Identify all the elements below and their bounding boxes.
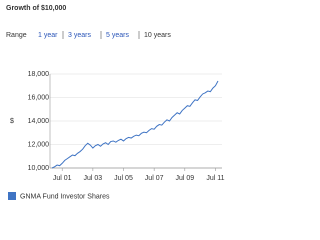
y-tick-label: 18,000 bbox=[28, 71, 50, 78]
y-axis-label: $ bbox=[10, 118, 14, 125]
x-tick-label: Jul 09 bbox=[175, 175, 194, 182]
range-option[interactable]: 3 years bbox=[68, 32, 91, 39]
y-tick-label: 12,000 bbox=[28, 141, 50, 148]
x-tick-label: Jul 05 bbox=[114, 175, 133, 182]
range-label: Range bbox=[6, 32, 27, 39]
range-option[interactable]: 5 years bbox=[106, 32, 129, 39]
x-tick-label: Jul 01 bbox=[53, 175, 72, 182]
y-tick-label: 14,000 bbox=[28, 118, 50, 125]
range-option[interactable]: 10 years bbox=[144, 32, 171, 39]
x-tick-label: Jul 03 bbox=[84, 175, 103, 182]
y-tick-label: 16,000 bbox=[28, 94, 50, 101]
x-tick-label: Jul 07 bbox=[145, 175, 164, 182]
legend-label: GNMA Fund Investor Shares bbox=[20, 193, 110, 200]
widget: Growth of $10,000 Range 1 year 3 years 5… bbox=[6, 5, 225, 201]
y-tick-label: 10,000 bbox=[28, 165, 50, 172]
chart-title: Growth of $10,000 bbox=[6, 5, 66, 12]
data-line bbox=[51, 80, 219, 169]
legend-swatch bbox=[8, 192, 16, 200]
range-option[interactable]: 1 year bbox=[38, 32, 58, 39]
x-tick-label: Jul 11 bbox=[206, 175, 224, 182]
